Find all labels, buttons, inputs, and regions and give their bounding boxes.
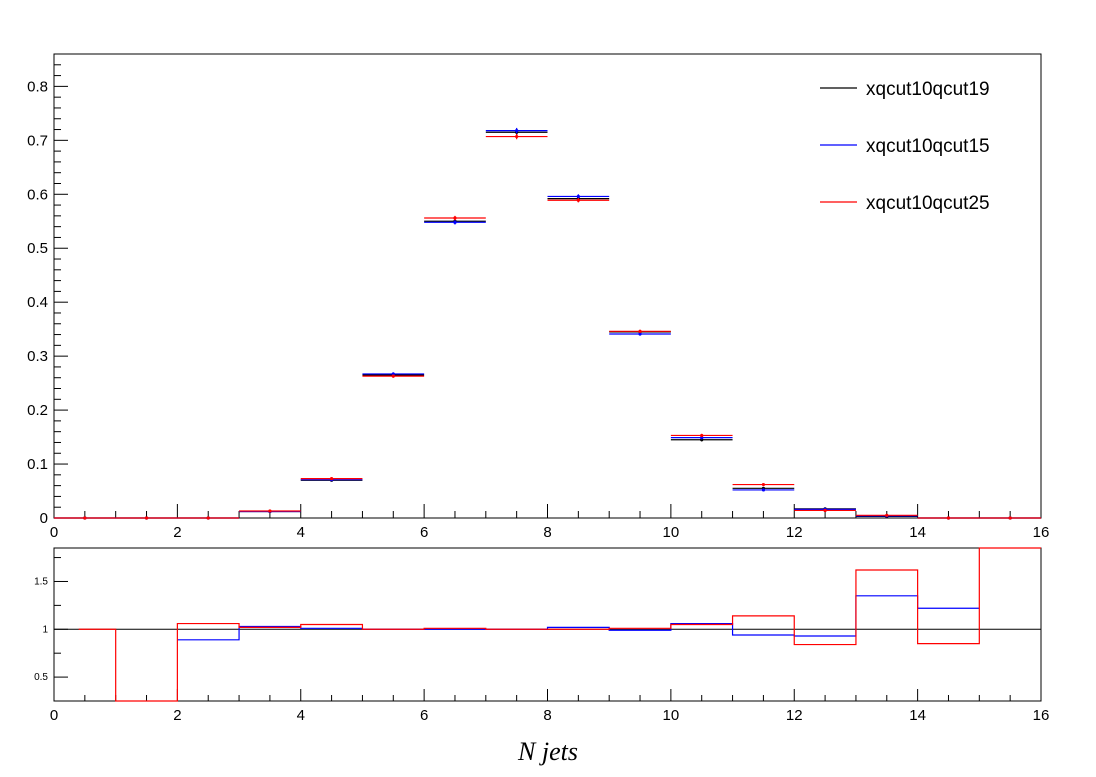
ratio-step-series-blue: [177, 595, 980, 641]
main-y-tick-label: 0.3: [27, 348, 48, 365]
bin-point: [391, 374, 395, 378]
ratio-y-tick-label: 0.5: [34, 672, 48, 683]
ratio-x-tick-label: 12: [786, 707, 803, 724]
main-y-tick-label: 0.8: [27, 78, 48, 95]
bin-point: [823, 508, 827, 513]
bin-point: [761, 482, 766, 487]
main-y-tick-label: 0.2: [27, 402, 48, 419]
main-x-tick-label: 12: [786, 524, 803, 541]
ratio-x-tick-label: 10: [663, 707, 680, 724]
main-x-tick-label: 8: [543, 524, 551, 541]
main-y-tick-label: 0.5: [27, 240, 48, 257]
bin-point: [638, 329, 642, 333]
ratio-x-tick-label: 16: [1033, 707, 1050, 724]
ratio-x-tick-label: 4: [297, 707, 305, 724]
bin-point: [83, 516, 87, 520]
main-x-tick-label: 6: [420, 524, 428, 541]
main-plot-frame: [53, 53, 1042, 519]
series-xqcut10qcut15: [54, 127, 1041, 520]
bin-point: [1008, 516, 1012, 520]
ratio-x-tick-label: 14: [909, 707, 926, 724]
main-x-tick-label: 16: [1033, 524, 1050, 541]
bin-point: [638, 332, 642, 336]
legend-label: xqcut10qcut15: [866, 136, 990, 157]
legend-label: xqcut10qcut25: [866, 193, 990, 214]
main-y-tick-label: 0.1: [27, 456, 48, 473]
bin-point: [453, 216, 457, 220]
main-x-tick-label: 10: [663, 524, 680, 541]
main-y-tick-label: 0.6: [27, 186, 48, 203]
series-xqcut10qcut19: [54, 129, 1041, 520]
ratio-axis-ticks: 0 2 4 6 8 10 12 14 16 0.5 1 1.5: [34, 557, 1050, 724]
ratio-step-series-red: [78, 547, 1041, 702]
main-y-tick-label: 0.7: [27, 132, 48, 149]
main-x-tick-label: 4: [297, 524, 305, 541]
series-xqcut10qcut25: [54, 133, 1041, 520]
main-y-tick-label: 0.4: [27, 294, 48, 311]
ratio-y-tick-label: 1: [42, 624, 48, 635]
bin-point: [946, 516, 951, 520]
ratio-x-tick-label: 8: [543, 707, 551, 724]
main-y-tick-label: 0: [40, 510, 48, 527]
ratio-plot-series: [54, 547, 1041, 702]
main-axis-ticks: 0 2 4 6 8 10 12 14 16 0 0.1 0.2 0.3 0.4 0.5 0.6 0.7 0.8: [27, 64, 1050, 541]
bin-point: [268, 509, 272, 513]
bin-point: [576, 194, 580, 199]
bin-point: [515, 129, 519, 133]
ratio-y-tick-label: 1.5: [34, 576, 48, 587]
ratio-x-tick-label: 2: [173, 707, 181, 724]
main-x-tick-label: 2: [173, 524, 181, 541]
bin-point: [329, 477, 334, 481]
bin-point: [453, 220, 457, 224]
ratio-x-tick-label: 0: [50, 707, 58, 724]
bin-point: [144, 516, 149, 520]
legend: xqcut10qcut19 xqcut10qcut15 xqcut10qcut25: [820, 79, 990, 214]
x-axis-title: N jets: [517, 737, 578, 766]
bin-point: [515, 134, 519, 139]
ratio-x-tick-label: 6: [420, 707, 428, 724]
bin-point: [576, 198, 580, 202]
bin-point: [700, 433, 704, 438]
main-plot-series: [54, 127, 1041, 520]
main-x-tick-label: 14: [909, 524, 926, 541]
main-x-tick-label: 0: [50, 524, 58, 541]
ratio-plot-frame: [53, 547, 1042, 702]
bin-point: [761, 488, 766, 492]
bin-point: [885, 513, 889, 517]
bin-point: [206, 516, 210, 520]
legend-label: xqcut10qcut19: [866, 79, 990, 100]
